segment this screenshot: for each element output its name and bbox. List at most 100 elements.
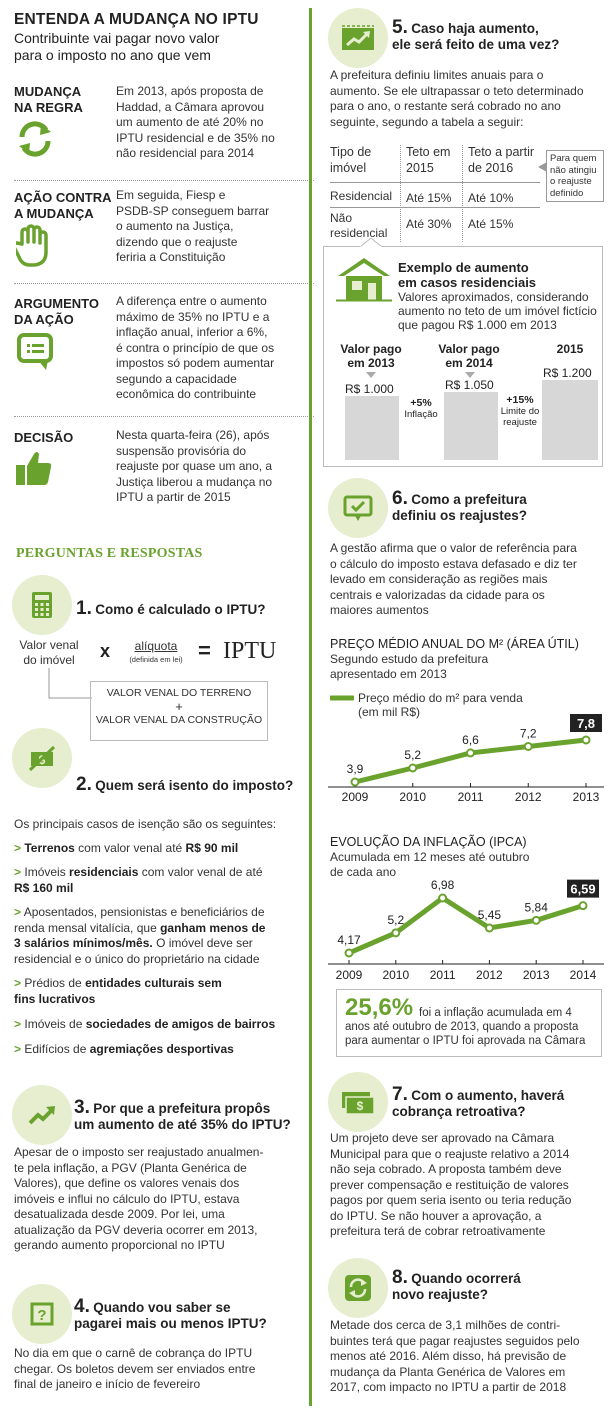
example-col-label: 2015 xyxy=(556,342,584,356)
bar-value: R$ 1.050 xyxy=(445,378,494,392)
qa-heading: PERGUNTAS E RESPOSTAS xyxy=(16,546,203,561)
x-tick-label: 2011 xyxy=(429,968,456,982)
q4-text: No dia em que o carnê de cobrança do IPT… xyxy=(14,1346,256,1391)
thumbs-up-icon xyxy=(16,452,52,485)
data-point xyxy=(350,777,360,787)
divider xyxy=(14,180,314,181)
chart2-xaxis: 2009 2010 2011 2012 2013 2014 xyxy=(328,968,604,984)
formula-times: x xyxy=(100,641,111,661)
table-rule xyxy=(330,182,540,183)
bar-2015 xyxy=(542,380,598,460)
data-label: 7,2 xyxy=(520,726,537,740)
trend-up-icon xyxy=(342,25,374,50)
section-text-mudanca: Em 2013, após proposta de Haddad, a Câma… xyxy=(116,84,275,160)
chart1-legend: Preço médio do m² para venda (em mil R$) xyxy=(358,691,523,719)
x-tick-label: 2009 xyxy=(335,968,363,982)
q4-title: 4. Quando vou saber se pagarei mais ou m… xyxy=(74,1296,267,1331)
data-point xyxy=(391,928,401,938)
data-label: 4,17 xyxy=(337,933,361,947)
q2-bullet: > Imóveis de sociedades de amigos de bai… xyxy=(14,1017,276,1031)
data-label: 6,59 xyxy=(570,882,595,897)
speech-bubble-icon xyxy=(17,333,53,370)
bar-2014 xyxy=(444,392,498,460)
example-box-pointer xyxy=(360,238,382,248)
section-text-argumento: A diferença entre o aumento máximo de 35… xyxy=(116,294,275,401)
x-tick-label: 2013 xyxy=(522,968,550,982)
q8-text: Metade dos cerca de 3,1 milhões de contr… xyxy=(330,1318,580,1394)
data-point xyxy=(438,893,448,903)
q2-bullet: > Edifícios de agremiações desportivas xyxy=(14,1042,234,1056)
q2-bullet: > Imóveis residenciais com valor venal d… xyxy=(14,865,263,895)
data-point xyxy=(531,915,541,925)
q2-bullet: > Prédios de entidades culturais sem fin… xyxy=(14,976,222,1006)
section-label-acao: AÇÃO CONTRA A MUDANÇA xyxy=(14,190,112,221)
section-label-mudanca: MUDANÇA NA REGRA xyxy=(14,84,83,115)
chart1-xaxis: 2009 2010 2011 2012 2013 xyxy=(328,790,604,806)
q7-title: 7. Com o aumento, haverá cobrança retroa… xyxy=(392,1084,565,1119)
section-text-acao: Em seguida, Fiesp e PSDB-SP conseguem ba… xyxy=(116,188,270,264)
svg-text:$: $ xyxy=(357,1099,364,1113)
chart2-title: EVOLUÇÃO DA INFLAÇÃO (IPCA) xyxy=(330,835,527,849)
table-header-2016: Teto a partir de 2016 xyxy=(468,145,535,175)
data-label: 5,2 xyxy=(387,913,404,927)
data-point xyxy=(581,735,591,745)
question-icon: ? xyxy=(30,1302,54,1326)
example-col-label: Valor pago em 2013 xyxy=(340,342,402,370)
q3-icon-circle xyxy=(12,1085,72,1145)
data-point xyxy=(466,748,475,758)
table-note-pointer xyxy=(538,162,547,172)
data-point xyxy=(578,901,588,911)
stop-hand-icon xyxy=(16,224,48,267)
table-header-tipo: Tipo de imóvel xyxy=(330,145,372,175)
x-tick-label: 2011 xyxy=(457,790,484,804)
table-cell: Não residencial xyxy=(330,211,388,240)
data-label: 5,84 xyxy=(525,900,549,914)
inflation-text: foi a inflação acumulada em 4 anos até o… xyxy=(345,1007,586,1047)
chart1-legend-swatch xyxy=(330,695,354,701)
data-label: 6,6 xyxy=(462,733,479,747)
divider xyxy=(14,416,314,417)
table-cell: Residencial xyxy=(330,189,393,203)
x-tick-label: 2013 xyxy=(572,790,600,804)
chart2-svg: 4,17 5,2 6,98 5,45 5,84 6,59 xyxy=(328,878,604,965)
example-pointer xyxy=(366,372,376,378)
formula-equals: = xyxy=(198,638,211,663)
formula-aliquota: alíquota (definida em lei) xyxy=(129,639,183,664)
house-icon xyxy=(336,258,392,302)
x-tick-label: 2012 xyxy=(514,790,542,804)
table-col-rule xyxy=(400,145,401,242)
delta-limite: +15% Limite do reajuste xyxy=(500,394,540,429)
example-title: Exemplo de aumento em casos residenciais xyxy=(398,260,537,290)
chart2-subtitle: Acumulada em 12 meses até outubro de cad… xyxy=(330,850,530,879)
data-point xyxy=(523,741,533,751)
q2-title: 2. Quem será isento do imposto? xyxy=(76,774,294,795)
table-note: Para quem não atingiu o reajuste definid… xyxy=(546,150,604,202)
page-title: ENTENDA A MUDANÇA NO IPTU xyxy=(14,11,259,28)
q5-text: A prefeitura definiu limites anuais para… xyxy=(330,68,584,129)
column-divider xyxy=(309,8,312,1406)
formula-venal: Valor venal do imóvel xyxy=(19,638,79,667)
bar-2013 xyxy=(345,396,399,460)
data-label: 6,98 xyxy=(431,878,455,892)
bar-value: R$ 1.000 xyxy=(345,382,394,396)
divider xyxy=(14,283,314,284)
chart1-subtitle: Segundo estudo da prefeitura apresentado… xyxy=(330,652,489,681)
table-col-rule xyxy=(462,145,463,242)
x-tick-label: 2010 xyxy=(399,790,427,804)
q1-title: 1. Como é calculado o IPTU? xyxy=(76,598,266,619)
svg-text:?: ? xyxy=(37,1307,46,1324)
data-label: 5,45 xyxy=(478,908,502,922)
data-label: 7,8 xyxy=(577,716,595,731)
bar-value: R$ 1.200 xyxy=(543,366,592,380)
x-tick-label: 2012 xyxy=(476,968,503,982)
example-col-label: Valor pago em 2014 xyxy=(438,342,500,370)
section-label-argumento: ARGUMENTO DA AÇÃO xyxy=(14,296,99,327)
q8-title: 8. Quando ocorrerá novo reajuste? xyxy=(392,1267,521,1302)
q6-title: 6. Como a prefeitura definiu os reajuste… xyxy=(392,488,528,523)
data-point xyxy=(344,948,354,958)
data-point xyxy=(484,923,494,933)
x-tick-label: 2009 xyxy=(341,790,369,804)
table-rule xyxy=(330,207,540,208)
money-exempt-icon: $ xyxy=(28,745,56,772)
q2-intro: Os principais casos de isenção são os se… xyxy=(14,817,277,831)
